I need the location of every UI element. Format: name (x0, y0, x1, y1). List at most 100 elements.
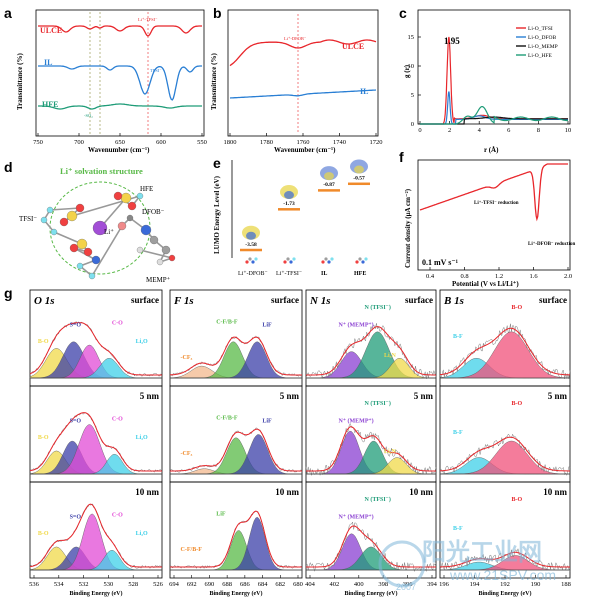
panel-b-legend-il: IL (360, 87, 368, 96)
panel-g-peak-label: B-F (453, 526, 463, 532)
panel-g-xtick: 196 (439, 581, 450, 588)
panel-g-peak-label: C-F/B-F (216, 320, 238, 326)
panel-g-depth: 10 nm (543, 487, 567, 497)
panel-g-depth: 5 nm (414, 391, 434, 401)
panel-g-peak-label: C-F/B-F (181, 547, 203, 553)
panel-g-peak-label: B-O (512, 497, 523, 503)
panel-a-legend-hfe: HFE (42, 100, 58, 109)
panel-g-peak-label: B-O (512, 305, 523, 311)
panel-f-axes (417, 159, 571, 271)
panel-a-series-ulce (38, 25, 202, 37)
panel-d-molecules (40, 191, 176, 280)
panel-c-x-tick: 4 (478, 127, 482, 134)
panel-g-peak-label: Li₃N (384, 353, 396, 359)
panel-g-xtick: 684 (258, 581, 269, 588)
panel-g-peak-label: LiF (262, 322, 272, 328)
panel-e-x2: IL (321, 271, 327, 277)
panel-a-x-tick: 650 (115, 139, 125, 146)
panel-c-ytick: 0 (411, 121, 414, 128)
panel-g-peak-label: S=O (70, 514, 82, 520)
panel-g-depth: 5 nm (140, 391, 160, 401)
panel-b-ylabel: Transmittance (%) (210, 53, 218, 110)
panel-g-peak-label: S=O (70, 322, 82, 328)
panel-g-peak-label: N (TFSI⁻) (365, 496, 391, 503)
panel-g-subplot (305, 481, 437, 579)
panel-g-xtick: 190 (531, 581, 541, 588)
panel-g-xtick: 688 (222, 581, 232, 588)
panel-g-xtick: 690 (205, 581, 215, 588)
panel-a-legend-ulce: ULCE (40, 26, 62, 35)
panel-b-x-tick: 1780 (260, 139, 273, 146)
panel-g-xtick: 400 (354, 581, 364, 588)
panel-d-memp: MEMP⁺ (146, 276, 171, 284)
panel-g-xtick: 398 (378, 581, 388, 588)
panel-g-xtick: 692 (187, 581, 197, 588)
panel-e-ylabel: LUMO Energy Level (eV) (213, 175, 221, 254)
panel-f-annot-tfsi: Li⁺-TFSI⁻ reduction (474, 200, 519, 206)
panel-e-level-1 (278, 208, 300, 211)
panel-a-x-tick: 550 (197, 139, 207, 146)
panel-g-peak-label: LiF (216, 512, 226, 518)
panel-g: g surface O 1s B-O S=O C-O Li₂O 5 nm B-O S=O C-O L… (4, 285, 571, 597)
panel-c: c g (r) r (Å) 0 2 4 6 8 10 0 5 10 15 1.95 Li-O_TF… (399, 5, 571, 154)
panel-g-depth: 10 nm (135, 487, 159, 497)
panel-g-xtick: 526 (153, 581, 164, 588)
panel-f-scanrate: 0.1 mV s⁻¹ (422, 258, 459, 267)
panel-e-level-3 (348, 182, 370, 186)
panel-e-label: e (213, 155, 221, 171)
panel-g-peak-label: N (TFSI⁻) (365, 304, 391, 311)
panel-c-x-tick: 8 (537, 127, 540, 134)
panel-g-peak-label: B-F (453, 430, 463, 436)
panel-b-annot: Li⁺-DFOB⁻ (284, 36, 307, 41)
panel-g-xtick: 532 (79, 581, 89, 588)
panel-g-peak-label: N⁺ (MEMP⁺) (339, 321, 374, 328)
panel-c-label: c (399, 5, 407, 21)
panel-b-x-tick: 1740 (333, 139, 346, 146)
panel-b-xlabel: Wavenumber (cm⁻¹) (274, 146, 336, 154)
panel-e-value-0: -3.58 (245, 242, 257, 248)
panel-g-depth: 5 nm (548, 391, 568, 401)
panel-g-depth: surface (131, 295, 159, 305)
panel-g-xtick: 680 (293, 581, 303, 588)
panel-a-x-tick: 750 (33, 139, 43, 146)
panel-c-legend-2: Li-O_MEMP (528, 44, 558, 50)
panel-c-xlabel: r (Å) (484, 146, 499, 154)
panel-g-subplot (29, 481, 163, 579)
panel-d: d Li⁺ solvation structure HFE TFSI⁻ DFOB… (4, 159, 176, 284)
panel-c-legend-1: Li-O_DFOB (528, 35, 556, 41)
panel-g-peak-label: S=O (70, 418, 82, 424)
panel-e: e LUMO Energy Level (eV) -3.58 -1.73 -0.87… (213, 155, 370, 277)
panel-c-ylabel: g (r) (403, 64, 411, 78)
panel-b-series-il (229, 89, 377, 99)
panel-g-depth: surface (271, 295, 299, 305)
panel-a: a Transmittance (%) Wavenumber (cm⁻¹) 75… (4, 5, 207, 154)
panel-g-xtick: 402 (330, 581, 340, 588)
panel-g-peak-label: LiF (262, 418, 272, 424)
panel-g-xlabel: Binding Energy (eV) (69, 590, 122, 597)
panel-a-xlabel: Wavenumber (cm⁻¹) (88, 146, 150, 154)
panel-g-xlabel: Binding Energy (eV) (209, 590, 262, 597)
panel-g-depth: surface (539, 295, 567, 305)
panel-g-peak-label: C-O (112, 417, 123, 423)
panel-d-hfe: HFE (140, 185, 153, 193)
panel-a-label: a (4, 5, 12, 21)
panel-g-peak-label: -CF₃ (181, 355, 193, 361)
panel-f-ylabel: Current density (μA cm⁻²) (404, 188, 412, 268)
panel-g-peak-label: B-O (38, 435, 49, 441)
panel-b-x-tick: 1800 (224, 139, 237, 146)
panel-g-peak-label: B-F (453, 334, 463, 340)
watermark-year: 2007 (396, 582, 416, 592)
panel-f-x-tick: 0.4 (426, 273, 435, 280)
panel-g-depth: 10 nm (275, 487, 299, 497)
panel-c-ytick: 10 (408, 63, 415, 70)
panel-g-xtick: 404 (305, 581, 316, 588)
panel-g-xtick: 194 (470, 581, 481, 588)
panel-g-peak-label: C-F/B-F (216, 416, 238, 422)
panel-a-legend-il: IL (44, 58, 52, 67)
panel-d-dfob: DFOB⁻ (142, 208, 165, 216)
panel-g-peak-label: B-O (512, 401, 523, 407)
panel-f-x-tick: 0.8 (460, 273, 468, 280)
panel-g-xlabel: Binding Energy (eV) (478, 590, 531, 597)
panel-c-series-hfe (420, 106, 568, 125)
panel-f: f Current density (μA cm⁻²) Potential (V… (399, 149, 575, 288)
